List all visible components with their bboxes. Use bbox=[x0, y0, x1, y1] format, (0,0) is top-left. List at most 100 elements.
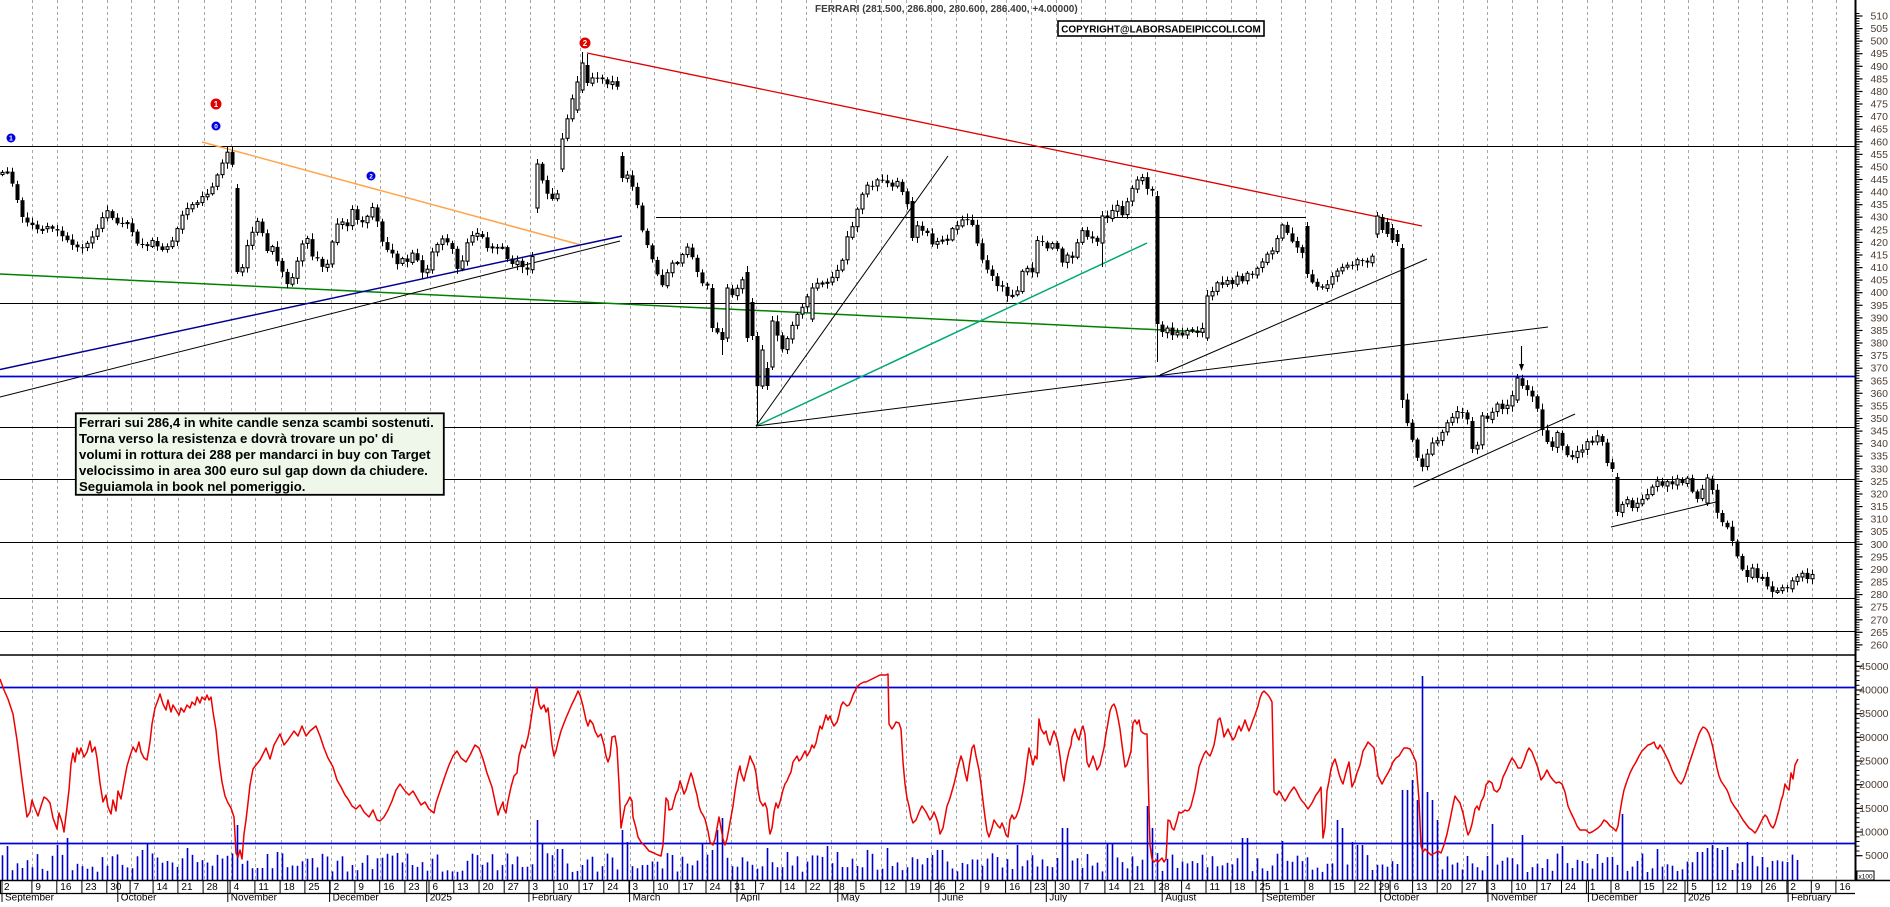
svg-text:5: 5 bbox=[1691, 882, 1697, 893]
svg-text:495: 495 bbox=[1870, 48, 1888, 60]
svg-text:23: 23 bbox=[85, 882, 97, 893]
svg-text:25000: 25000 bbox=[1859, 756, 1888, 768]
svg-text:305: 305 bbox=[1870, 526, 1888, 538]
svg-text:21: 21 bbox=[1134, 882, 1146, 893]
svg-text:30: 30 bbox=[1059, 882, 1071, 893]
svg-text:475: 475 bbox=[1870, 99, 1888, 111]
svg-text:2026: 2026 bbox=[1688, 893, 1711, 903]
svg-text:360: 360 bbox=[1870, 388, 1888, 400]
svg-text:27: 27 bbox=[1466, 882, 1478, 893]
svg-text:22: 22 bbox=[1667, 882, 1679, 893]
svg-text:7: 7 bbox=[759, 882, 765, 893]
svg-text:365: 365 bbox=[1870, 375, 1888, 387]
svg-text:450: 450 bbox=[1870, 161, 1888, 173]
svg-text:20000: 20000 bbox=[1859, 779, 1888, 791]
svg-text:325: 325 bbox=[1870, 476, 1888, 488]
svg-text:26: 26 bbox=[934, 882, 946, 893]
svg-text:FERRARI (281.500, 286.800, 280: FERRARI (281.500, 286.800, 280.600, 286.… bbox=[815, 4, 1078, 15]
svg-text:4: 4 bbox=[1185, 882, 1191, 893]
svg-text:8: 8 bbox=[1308, 882, 1314, 893]
svg-text:June: June bbox=[942, 893, 964, 903]
svg-text:2: 2 bbox=[1790, 882, 1796, 893]
svg-text:350: 350 bbox=[1870, 413, 1888, 425]
svg-text:340: 340 bbox=[1870, 438, 1888, 450]
svg-text:290: 290 bbox=[1870, 564, 1888, 576]
svg-text:280: 280 bbox=[1870, 589, 1888, 601]
svg-text:485: 485 bbox=[1870, 73, 1888, 85]
svg-text:395: 395 bbox=[1870, 300, 1888, 312]
svg-text:10: 10 bbox=[657, 882, 669, 893]
svg-text:490: 490 bbox=[1870, 61, 1888, 73]
svg-text:December: December bbox=[333, 893, 380, 903]
svg-text:2: 2 bbox=[4, 882, 10, 893]
svg-text:6: 6 bbox=[433, 882, 439, 893]
svg-text:18: 18 bbox=[284, 882, 296, 893]
svg-text:9: 9 bbox=[1815, 882, 1821, 893]
svg-text:375: 375 bbox=[1870, 350, 1888, 362]
svg-text:COPYRIGHT@LABORSADEIPICCOLI.CO: COPYRIGHT@LABORSADEIPICCOLI.COM bbox=[1061, 25, 1260, 36]
svg-text:24: 24 bbox=[607, 882, 619, 893]
svg-text:23: 23 bbox=[408, 882, 420, 893]
svg-text:24: 24 bbox=[1565, 882, 1577, 893]
svg-text:22: 22 bbox=[1358, 882, 1370, 893]
svg-text:1: 1 bbox=[1590, 882, 1596, 893]
svg-text:17: 17 bbox=[583, 882, 595, 893]
svg-text:30: 30 bbox=[110, 882, 122, 893]
svg-text:December: December bbox=[1591, 893, 1638, 903]
svg-text:9: 9 bbox=[984, 882, 990, 893]
svg-text:415: 415 bbox=[1870, 250, 1888, 262]
svg-text:285: 285 bbox=[1870, 577, 1888, 589]
svg-text:10: 10 bbox=[1515, 882, 1527, 893]
svg-text:400: 400 bbox=[1870, 287, 1888, 299]
svg-text:8: 8 bbox=[1615, 882, 1621, 893]
svg-text:12: 12 bbox=[884, 882, 896, 893]
svg-text:15000: 15000 bbox=[1859, 803, 1888, 815]
svg-text:9: 9 bbox=[35, 882, 41, 893]
svg-text:29: 29 bbox=[1379, 882, 1391, 893]
svg-text:27: 27 bbox=[508, 882, 520, 893]
svg-text:445: 445 bbox=[1870, 174, 1888, 186]
svg-text:April: April bbox=[740, 893, 760, 903]
svg-text:380: 380 bbox=[1870, 338, 1888, 350]
svg-text:500: 500 bbox=[1870, 36, 1888, 48]
svg-text:3: 3 bbox=[533, 882, 539, 893]
svg-text:16: 16 bbox=[60, 882, 72, 893]
svg-text:February: February bbox=[1791, 893, 1831, 903]
svg-text:6: 6 bbox=[1394, 882, 1400, 893]
svg-text:30000: 30000 bbox=[1859, 732, 1888, 744]
svg-text:5: 5 bbox=[860, 882, 866, 893]
svg-text:16: 16 bbox=[1009, 882, 1021, 893]
svg-text:2: 2 bbox=[334, 882, 340, 893]
svg-text:405: 405 bbox=[1870, 275, 1888, 287]
svg-text:265: 265 bbox=[1870, 627, 1888, 639]
svg-text:February: February bbox=[532, 893, 572, 903]
svg-text:295: 295 bbox=[1870, 551, 1888, 563]
svg-text:270: 270 bbox=[1870, 614, 1888, 626]
svg-text:430: 430 bbox=[1870, 212, 1888, 224]
svg-text:November: November bbox=[1491, 893, 1538, 903]
svg-text:18: 18 bbox=[1234, 882, 1246, 893]
svg-text:2: 2 bbox=[369, 173, 373, 180]
svg-text:20: 20 bbox=[483, 882, 495, 893]
svg-text:2025: 2025 bbox=[430, 893, 453, 903]
svg-text:25: 25 bbox=[1260, 882, 1272, 893]
svg-text:22: 22 bbox=[810, 882, 822, 893]
svg-text:7: 7 bbox=[134, 882, 140, 893]
svg-text:335: 335 bbox=[1870, 451, 1888, 463]
svg-text:3: 3 bbox=[1490, 882, 1496, 893]
svg-text:20: 20 bbox=[1441, 882, 1453, 893]
svg-text:310: 310 bbox=[1870, 514, 1888, 526]
svg-text:15: 15 bbox=[1644, 882, 1656, 893]
svg-text:13: 13 bbox=[1416, 882, 1428, 893]
svg-text:11: 11 bbox=[258, 882, 269, 893]
svg-text:25: 25 bbox=[308, 882, 320, 893]
svg-text:45000: 45000 bbox=[1859, 661, 1888, 673]
svg-text:300: 300 bbox=[1870, 539, 1888, 551]
svg-text:July: July bbox=[1049, 893, 1067, 903]
svg-text:19: 19 bbox=[1741, 882, 1753, 893]
svg-text:13: 13 bbox=[457, 882, 469, 893]
svg-text:470: 470 bbox=[1870, 111, 1888, 123]
svg-text:1: 1 bbox=[1284, 882, 1290, 893]
svg-text:410: 410 bbox=[1870, 262, 1888, 274]
svg-text:16: 16 bbox=[1839, 882, 1851, 893]
